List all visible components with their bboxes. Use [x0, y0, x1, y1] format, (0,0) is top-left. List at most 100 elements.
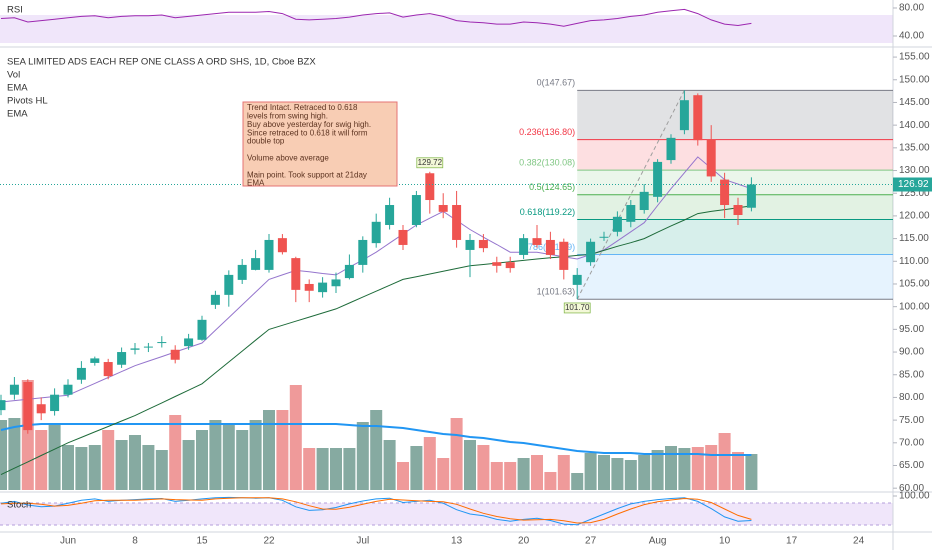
candle-body — [90, 358, 100, 363]
candle-body — [639, 191, 649, 211]
volume-bar — [624, 460, 637, 490]
candle-body — [157, 342, 167, 344]
y-tick-label: 40.00 — [899, 31, 924, 42]
volume-bar — [464, 440, 476, 490]
candle-body — [706, 139, 716, 177]
candle-body — [559, 241, 569, 270]
volume-bar — [477, 445, 490, 490]
candle-body — [385, 205, 395, 225]
ema-line — [0, 205, 752, 476]
y-tick-label: 100.00 — [899, 491, 930, 502]
volume-bar — [450, 418, 463, 490]
y-tick-label: 145.00 — [899, 97, 930, 108]
candle-body — [358, 239, 368, 265]
volume-bar — [517, 458, 530, 490]
y-tick-label: 120.00 — [899, 211, 930, 222]
fib-label: 0.618(119.22) — [520, 207, 575, 217]
volume-bar — [584, 453, 597, 490]
stoch-line — [0, 497, 752, 524]
candle-body — [438, 205, 448, 212]
candle-body — [545, 239, 555, 255]
x-tick-label: 20 — [518, 536, 530, 547]
fib-zone — [577, 254, 893, 300]
volume-bar — [571, 473, 584, 490]
candle-body — [304, 283, 314, 291]
x-tick-label: 17 — [786, 536, 798, 547]
volume-bar — [88, 445, 101, 490]
candle-body — [264, 239, 274, 270]
fib-label: 0.382(130.08) — [519, 158, 575, 168]
x-tick-label: 15 — [196, 536, 208, 547]
volume-bar — [236, 430, 249, 490]
y-tick-label: 95.00 — [899, 324, 924, 335]
volume-bar — [383, 440, 396, 490]
fib-zone — [577, 90, 893, 140]
candle-body — [130, 348, 140, 350]
volume-bar — [330, 448, 342, 490]
candle-body — [693, 95, 703, 141]
volume-bar — [732, 452, 744, 490]
y-tick-label: 115.00 — [899, 233, 929, 244]
candle-body — [0, 400, 6, 411]
y-tick-label: 105.00 — [899, 279, 930, 290]
candle-body — [720, 179, 730, 206]
fib-zone — [577, 139, 893, 171]
chart-title: SEA LIMITED ADS EACH REP ONE CLASS A ORD… — [7, 57, 316, 68]
note-text: EMA — [247, 179, 265, 188]
volume-bar — [397, 462, 409, 490]
y-tick-label: 85.00 — [899, 369, 924, 380]
volume-bar — [423, 437, 436, 490]
note-text: levels from swing high. — [247, 112, 328, 121]
volume-bar — [678, 448, 691, 490]
candle-body — [478, 239, 488, 249]
candle-body — [251, 258, 261, 270]
volume-bar — [48, 425, 61, 490]
rsi-line — [0, 8, 752, 27]
candle-body — [117, 352, 127, 365]
volume-bar — [35, 430, 48, 490]
indicator-label: EMA — [7, 83, 28, 94]
candle-body — [36, 404, 46, 414]
volume-bar — [263, 410, 275, 490]
note-text: Main point. Took support at 21day — [247, 170, 367, 179]
candle-body — [666, 137, 676, 161]
y-tick-label: 80.00 — [899, 392, 924, 403]
pivot-label-box — [416, 157, 444, 169]
y-tick-label: 155.00 — [899, 52, 930, 63]
candle-body — [519, 238, 529, 255]
x-tick-label: Jul — [356, 536, 369, 547]
volume-bar — [370, 410, 383, 490]
pivot-label: 101.70 — [565, 303, 590, 312]
candle-body — [224, 274, 234, 295]
candle-body — [733, 205, 743, 215]
y-tick-label: 100.00 — [899, 301, 930, 312]
volume-bar — [356, 422, 369, 490]
volume-bar — [196, 430, 208, 490]
volume-bar — [8, 418, 21, 490]
y-tick-label: 130.00 — [899, 165, 930, 176]
candle-body — [411, 195, 421, 225]
pivot-label-box — [563, 302, 591, 314]
candle-body — [277, 238, 287, 253]
candle-body — [626, 205, 636, 222]
fib-label: 0.5(124.65) — [529, 182, 575, 192]
x-tick-label: 24 — [853, 536, 865, 547]
x-tick-label: 10 — [719, 536, 731, 547]
volume-bar — [745, 454, 758, 490]
volume-bar — [249, 420, 262, 490]
indicator-label: EMA — [7, 109, 28, 120]
volume-bar — [531, 455, 543, 490]
fib-label: 0(147.67) — [537, 78, 576, 88]
fib-zone — [577, 170, 893, 195]
indicator-label: Pivots HL — [7, 96, 48, 107]
candle-body — [653, 161, 663, 197]
volume-bar — [544, 472, 557, 490]
volume-bar — [611, 458, 624, 490]
x-tick-label: 22 — [263, 536, 275, 547]
candle-body — [197, 319, 207, 340]
note-text: Since retraced to 0.618 it will form — [247, 128, 368, 137]
rsi-band — [0, 15, 893, 43]
note-text: double top — [247, 137, 285, 146]
volume-bar — [142, 445, 155, 490]
